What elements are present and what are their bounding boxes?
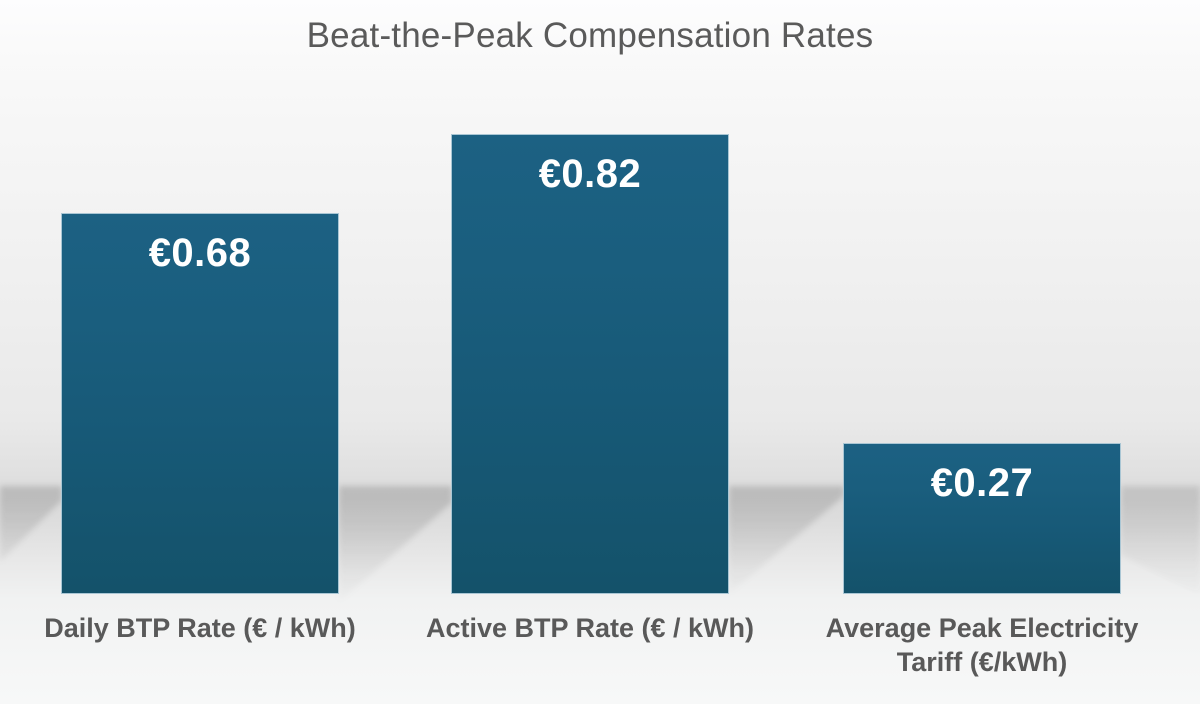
category-label-average-peak-tariff: Average Peak Electricity Tariff (€/kWh) xyxy=(807,611,1157,679)
bar-daily-btp-rate: €0.68 xyxy=(61,213,339,594)
chart-title: Beat-the-Peak Compensation Rates xyxy=(306,16,874,55)
shadow-wedge xyxy=(339,486,452,602)
bar-shadow-left-margin xyxy=(0,486,62,604)
category-label-active-btp-rate: Active BTP Rate (€ / kWh) xyxy=(390,611,790,645)
shadow-wedge xyxy=(0,486,62,562)
shadow-wedge xyxy=(1121,486,1200,595)
bar-value-label: €0.82 xyxy=(538,152,642,196)
category-label-line: Daily BTP Rate (€ / kWh) xyxy=(44,613,356,643)
bar-shadow-gap-1 xyxy=(339,486,452,612)
bar-value-label: €0.27 xyxy=(930,461,1034,505)
bar-shadow-right-margin xyxy=(1121,486,1200,604)
category-label-line: Average Peak Electricity xyxy=(825,613,1139,643)
category-label-daily-btp-rate: Daily BTP Rate (€ / kWh) xyxy=(0,611,400,645)
shadow-wedge xyxy=(729,486,844,594)
bar-value-label: €0.68 xyxy=(148,231,252,275)
bar-average-peak-tariff: €0.27 xyxy=(843,443,1121,594)
category-label-line: Tariff (€/kWh) xyxy=(896,647,1068,677)
category-label-line: Active BTP Rate (€ / kWh) xyxy=(425,613,755,643)
bar-shadow-gap-2 xyxy=(729,486,844,606)
bar-active-btp-rate: €0.82 xyxy=(451,134,729,594)
